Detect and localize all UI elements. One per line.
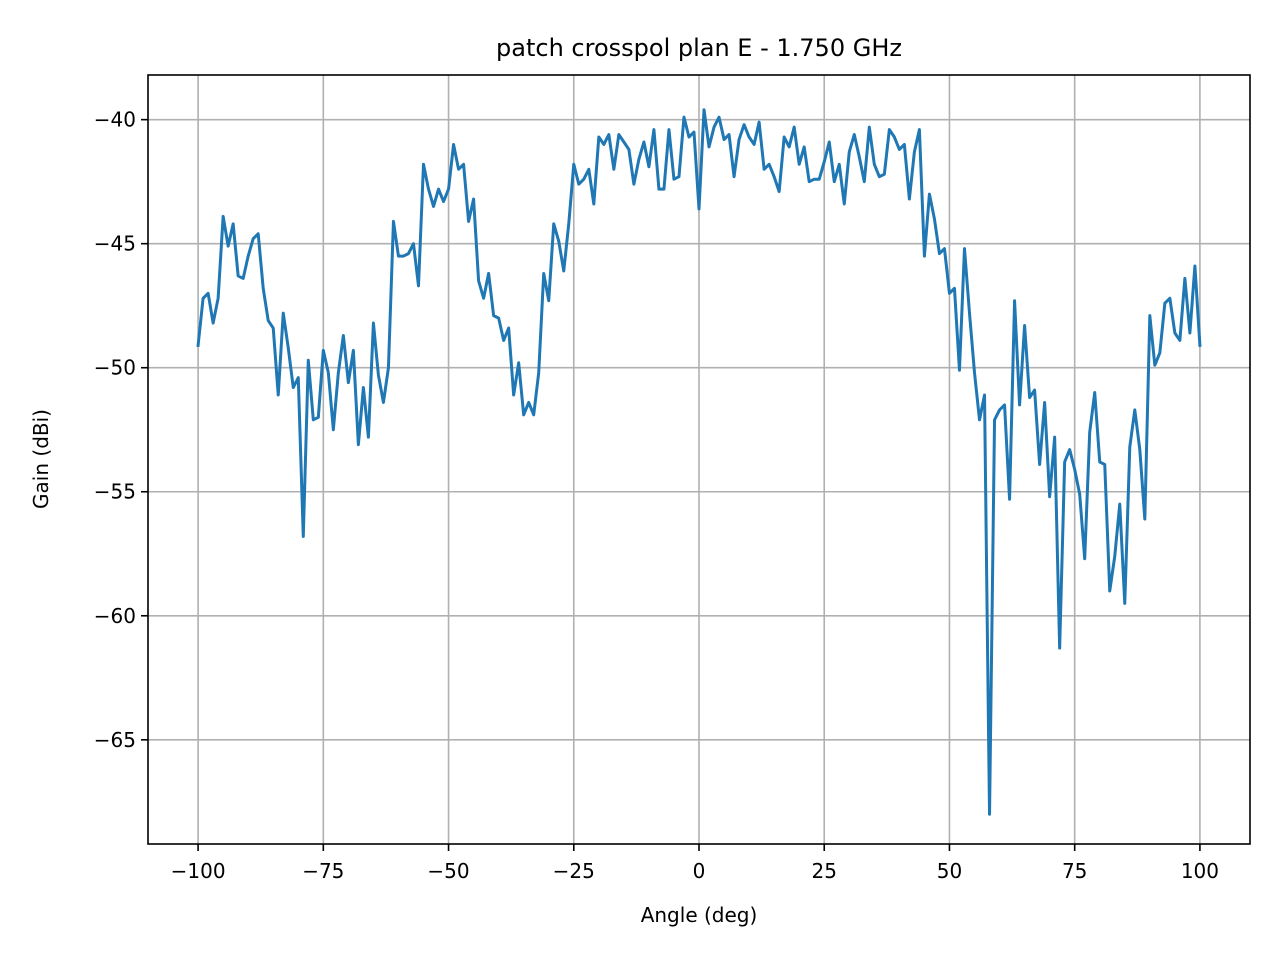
x-tick-label: 50 [937, 859, 962, 883]
x-tick-label: 25 [812, 859, 837, 883]
x-axis-title: Angle (deg) [641, 903, 758, 927]
x-tick-label: −50 [427, 859, 469, 883]
chart-title: patch crosspol plan E - 1.750 GHz [496, 34, 902, 62]
y-tick-label: −65 [94, 728, 136, 752]
y-tick-label: −45 [94, 232, 136, 256]
x-tick-label: −100 [171, 859, 226, 883]
y-axis-title: Gain (dBi) [29, 409, 53, 509]
x-tick-label: 0 [693, 859, 706, 883]
x-axis: −100 −75 −50 −25 0 25 50 75 100 [171, 844, 1219, 883]
series-layer [196, 108, 1202, 816]
y-tick-label: −50 [94, 356, 136, 380]
y-tick-label: −55 [94, 480, 136, 504]
y-axis: −65 −60 −55 −50 −45 −40 [94, 108, 148, 752]
x-tick-label: 100 [1181, 859, 1219, 883]
x-tick-label: −25 [553, 859, 595, 883]
y-tick-label: −40 [94, 108, 136, 132]
series-line [196, 108, 1202, 816]
x-tick-label: 75 [1062, 859, 1087, 883]
x-tick-label: −75 [302, 859, 344, 883]
y-tick-label: −60 [94, 604, 136, 628]
